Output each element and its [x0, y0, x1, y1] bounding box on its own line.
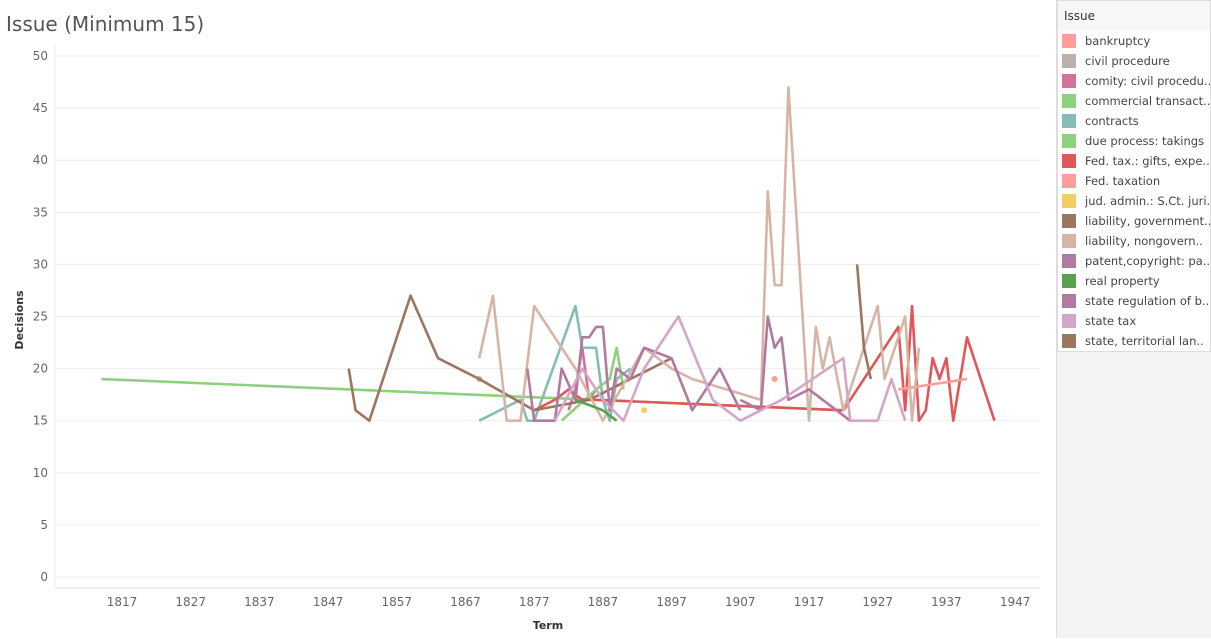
- x-tick-label: 1877: [519, 595, 550, 609]
- legend-item[interactable]: state regulation of b..: [1058, 291, 1210, 311]
- legend-label: commercial transact..: [1085, 94, 1210, 108]
- y-tick-label: 0: [40, 570, 48, 584]
- series-line: [477, 85, 921, 423]
- legend-label: comity: civil procedu..: [1085, 74, 1210, 88]
- legend-label: bankruptcy: [1085, 34, 1151, 48]
- legend-label: liability, government..: [1085, 214, 1210, 228]
- legend-title: Issue: [1058, 1, 1210, 31]
- legend-label: real property: [1085, 274, 1160, 288]
- y-tick-label: 30: [33, 257, 48, 271]
- legend-item[interactable]: liability, government..: [1058, 211, 1210, 231]
- y-tick-label: 50: [33, 49, 48, 63]
- legend-label: state regulation of b..: [1085, 294, 1210, 308]
- y-tick-label: 5: [40, 518, 48, 532]
- legend-label: liability, nongovern..: [1085, 234, 1203, 248]
- x-tick-label: 1917: [794, 595, 825, 609]
- series-line: [553, 315, 907, 423]
- legend: Issue bankruptcy civil procedure comity: c…: [1057, 0, 1211, 352]
- x-tick-label: 1857: [382, 595, 413, 609]
- legend-item[interactable]: bankruptcy: [1058, 31, 1210, 51]
- legend-item[interactable]: Fed. taxation: [1058, 171, 1210, 191]
- y-tick-label: 25: [33, 310, 48, 324]
- x-tick-label: 1887: [588, 595, 619, 609]
- x-tick-label: 1947: [1000, 595, 1031, 609]
- legend-swatch: [1062, 274, 1076, 288]
- legend-label: civil procedure: [1085, 54, 1170, 68]
- legend-swatch: [1062, 94, 1076, 108]
- legend-swatch: [1062, 134, 1076, 148]
- series-line: [526, 325, 742, 423]
- x-tick-label: 1907: [725, 595, 756, 609]
- legend-swatch: [1062, 294, 1076, 308]
- legend-swatch: [1062, 154, 1076, 168]
- series-point: [771, 376, 778, 383]
- legend-label: patent,copyright: pa..: [1085, 254, 1210, 268]
- chart-title: Issue (Minimum 15): [6, 12, 205, 36]
- line-chart: 0 5 10 15 20 25 30 35 40 45 50 1817 1827 1837 1847 1857…: [13, 45, 1040, 632]
- y-tick-label: 40: [33, 153, 48, 167]
- legend-label: Fed. taxation: [1085, 174, 1161, 188]
- x-tick-label: 1897: [656, 595, 687, 609]
- legend-label: Fed. tax.: gifts, expe..: [1085, 154, 1210, 168]
- x-tick-label: 1827: [175, 595, 206, 609]
- legend-swatch: [1062, 234, 1076, 248]
- legend-item[interactable]: jud. admin.: S.Ct. juri..: [1058, 191, 1210, 211]
- legend-item[interactable]: state, territorial lan..: [1058, 331, 1210, 351]
- y-axis-title: Decisions: [13, 290, 26, 350]
- x-tick-label: 1817: [107, 595, 138, 609]
- series-line: [347, 294, 673, 423]
- legend-swatch: [1062, 194, 1076, 208]
- legend-label: due process: takings: [1085, 134, 1205, 148]
- x-tick-label: 1937: [931, 595, 962, 609]
- x-tick-label: 1927: [862, 595, 893, 609]
- legend-item[interactable]: state tax: [1058, 311, 1210, 331]
- legend-panel: Issue bankruptcy civil procedure comity: c…: [1056, 0, 1211, 638]
- series-line: [574, 398, 618, 422]
- series-line: [739, 315, 852, 422]
- legend-item[interactable]: real property: [1058, 271, 1210, 291]
- legend-label: state tax: [1085, 314, 1137, 328]
- legend-label: contracts: [1085, 114, 1139, 128]
- series-line: [533, 304, 996, 423]
- legend-swatch: [1062, 334, 1076, 348]
- legend-item[interactable]: Fed. tax.: gifts, expe..: [1058, 151, 1210, 171]
- legend-item[interactable]: patent,copyright: pa..: [1058, 251, 1210, 271]
- legend-item[interactable]: due process: takings: [1058, 131, 1210, 151]
- legend-swatch: [1062, 54, 1076, 68]
- legend-swatch: [1062, 314, 1076, 328]
- legend-item[interactable]: liability, nongovern..: [1058, 231, 1210, 251]
- legend-item[interactable]: comity: civil procedu..: [1058, 71, 1210, 91]
- y-tick-label: 10: [33, 466, 48, 480]
- legend-swatch: [1062, 254, 1076, 268]
- x-axis-title: Term: [533, 619, 563, 632]
- legend-swatch: [1062, 174, 1076, 188]
- series-point: [641, 407, 648, 414]
- legend-swatch: [1062, 114, 1076, 128]
- legend-swatch: [1062, 214, 1076, 228]
- series-line: [855, 264, 873, 380]
- legend-label: jud. admin.: S.Ct. juri..: [1085, 194, 1210, 208]
- y-tick-label: 35: [33, 205, 48, 219]
- legend-swatch: [1062, 34, 1076, 48]
- y-tick-label: 20: [33, 362, 48, 376]
- x-tick-label: 1837: [244, 595, 275, 609]
- legend-swatch: [1062, 74, 1076, 88]
- y-tick-label: 15: [33, 414, 48, 428]
- y-tick-label: 45: [33, 101, 48, 115]
- x-tick-label: 1847: [313, 595, 344, 609]
- legend-item[interactable]: contracts: [1058, 111, 1210, 131]
- legend-item[interactable]: civil procedure: [1058, 51, 1210, 71]
- x-tick-label: 1867: [450, 595, 481, 609]
- legend-label: state, territorial lan..: [1085, 334, 1204, 348]
- legend-item[interactable]: commercial transact..: [1058, 91, 1210, 111]
